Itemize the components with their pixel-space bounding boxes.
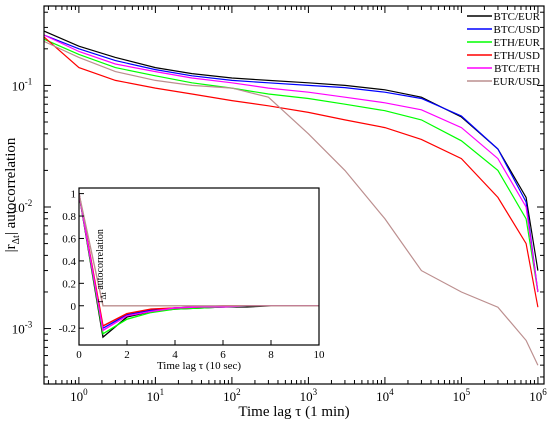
inset-y-axis-label: rΔt autocorrelation xyxy=(95,229,108,303)
main-x-ticks: 100 101 102 103 104 105 106 xyxy=(47,6,547,404)
inset-x-tick-label: 10 xyxy=(314,349,326,361)
main-x-tick-label: 101 xyxy=(147,387,165,404)
main-x-tick-label: 104 xyxy=(376,387,394,404)
inset-y-tick-label: 0.4 xyxy=(62,256,76,268)
main-x-axis-label: Time lag τ (1 min) xyxy=(238,404,349,420)
main-x-tick-label: 106 xyxy=(529,387,547,404)
inset-x-tick-label: 0 xyxy=(76,349,82,361)
main-y-label-sub: Δt xyxy=(11,235,22,244)
main-series-line-eth-eur xyxy=(44,38,539,293)
inset-y-tick-label: 0 xyxy=(71,301,77,313)
main-x-tick-label: 102 xyxy=(223,387,241,404)
inset-x-tick-label: 2 xyxy=(124,349,130,361)
main-x-tick-label: 103 xyxy=(300,387,318,404)
legend-label-eth-usd: ETH/USD xyxy=(494,50,541,62)
legend-label-eth-eur: ETH/EUR xyxy=(494,37,541,49)
main-plot: 100 101 102 103 104 105 106 10-110-210-3 Time … xyxy=(3,5,547,420)
inset-x-tick-label: 4 xyxy=(172,349,178,361)
main-y-axis-label: |rΔt| autocorrelation xyxy=(3,137,22,252)
inset-y-label-suffix: autocorrelation xyxy=(95,229,106,292)
inset-series-lines xyxy=(79,193,319,339)
main-series-line-eth-usd xyxy=(44,36,539,308)
inset-y-label-main: r xyxy=(95,299,106,303)
chart-legend: BTC/EURBTC/USDETH/EURETH/USDBTC/ETHEUR/U… xyxy=(467,11,541,88)
main-x-tick-label: 100 xyxy=(70,387,88,404)
inset-y-tick-label: 0.2 xyxy=(62,278,76,290)
inset-y-tick-label: -0.2 xyxy=(59,323,76,335)
inset-x-axis-label: Time lag τ (10 sec) xyxy=(157,360,241,372)
inset-y-ticks: 1 0.8 0.6 0.4 0.2 0 -0.2 xyxy=(59,189,84,335)
legend-label-btc-eth: BTC/ETH xyxy=(494,63,540,75)
main-plot-frame xyxy=(43,5,545,385)
main-series-line-btc-eth xyxy=(44,34,539,293)
main-x-tick-label: 105 xyxy=(453,387,471,404)
main-series-line-btc-usd xyxy=(44,34,539,293)
legend-label-btc-usd: BTC/USD xyxy=(494,24,541,36)
legend-label-btc-eur: BTC/EUR xyxy=(494,11,541,23)
main-series-line-eur-usd xyxy=(44,40,539,366)
inset-x-tick-label: 8 xyxy=(268,349,274,361)
inset-x-ticks: 0 2 4 6 8 10 xyxy=(76,340,325,361)
inset-y-label-sub: Δt xyxy=(99,291,108,299)
inset-series-line-eur-usd xyxy=(79,193,319,307)
main-y-tick-label: 10-2 xyxy=(12,198,33,215)
inset-plot-frame xyxy=(78,187,320,346)
inset-y-tick-label: 0.8 xyxy=(62,211,76,223)
main-y-tick-label: 10-3 xyxy=(12,320,33,337)
main-series-lines xyxy=(44,30,539,366)
inset-plot: 0 2 4 6 8 10 1 0.8 0.6 0.4 0.2 0 -0.2 Time lag τ (1… xyxy=(59,187,325,372)
inset-y-tick-label: 1 xyxy=(71,189,77,201)
main-y-tick-label: 10-1 xyxy=(12,76,33,93)
main-y-label-main: |r xyxy=(3,244,19,252)
main-y-label-suffix: | autocorrelation xyxy=(3,137,19,235)
inset-x-tick-label: 6 xyxy=(220,349,226,361)
main-y-ticks: 10-1 10-2 10-3 xyxy=(12,11,544,378)
legend-label-eur-usd: EUR/USD xyxy=(493,76,540,88)
inset-y-tick-label: 0.6 xyxy=(62,233,76,245)
